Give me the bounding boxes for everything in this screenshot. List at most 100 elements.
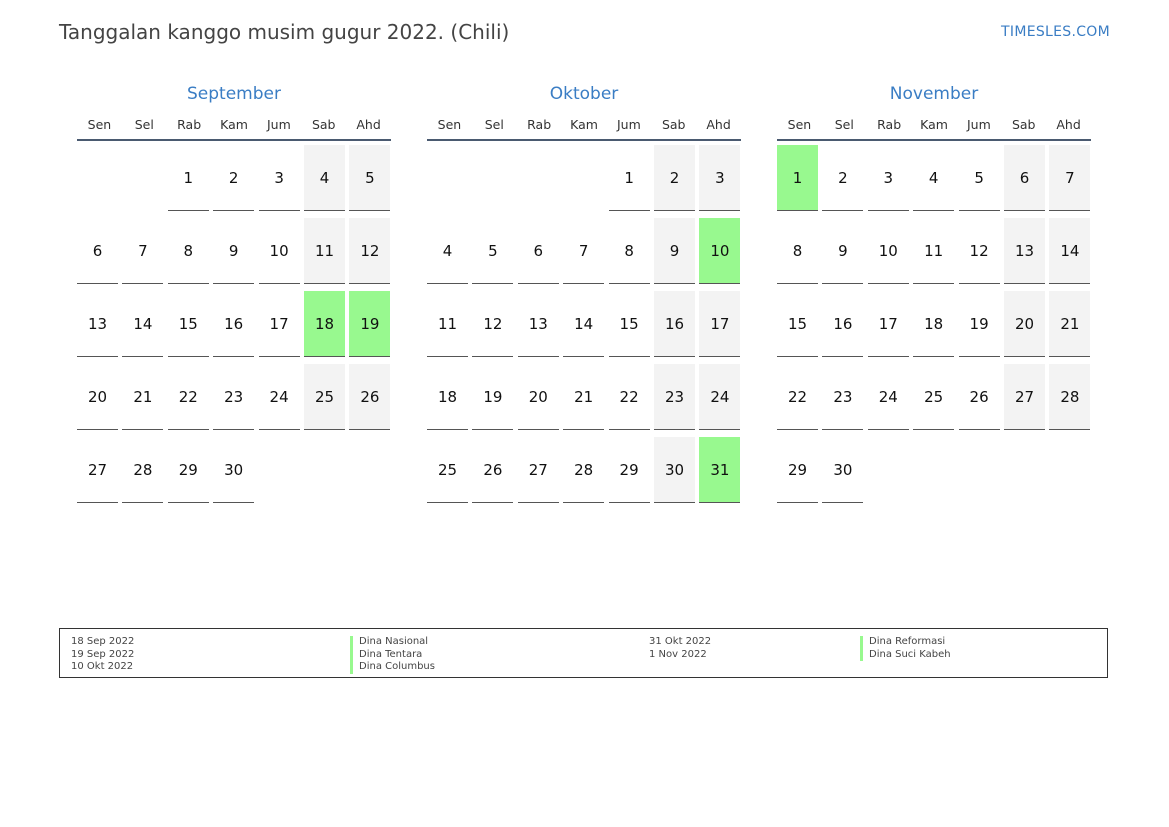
day-cell: 21	[122, 364, 164, 430]
day-cell: 24	[258, 364, 300, 430]
day-cell: 19	[958, 291, 1000, 357]
day-cell: 23	[654, 364, 695, 430]
day-cell: 5	[349, 145, 391, 211]
day-cell: 17	[258, 291, 300, 357]
day-cell: 16	[654, 291, 695, 357]
day-cell: 8	[167, 218, 209, 284]
weekday-header: Sen Sel Rab Kam Jum Sab Ahd	[77, 115, 391, 141]
weekday-label: Ahd	[356, 117, 381, 132]
weekday-label: Kam	[570, 117, 598, 132]
day-cell: 11	[427, 291, 468, 357]
day-cell: 4	[304, 145, 345, 211]
day-cell: 26	[958, 364, 1000, 430]
legend-date: 1 Nov 2022	[649, 648, 707, 660]
legend-holiday-name: Dina Suci Kabeh	[860, 648, 951, 661]
day-cell: 27	[77, 437, 118, 503]
weekday-label: Sel	[134, 117, 154, 132]
day-cell: 26	[349, 364, 391, 430]
day-cell: 21	[563, 364, 605, 430]
day-cell: 6	[77, 218, 118, 284]
weekday-header: Sen Sel Rab Kam Jum Sab Ahd	[427, 115, 741, 141]
weekday-label: Sab	[661, 117, 686, 132]
day-cell: 17	[699, 291, 741, 357]
day-cell: 5	[958, 145, 1000, 211]
day-cell: 15	[167, 291, 209, 357]
day-cell: 1	[167, 145, 209, 211]
day-grid: 1 2 3 4 5 6 7 8 9 10 11 12 13 14 15 16 17 18 19 20 21 22 23 24 2…	[777, 145, 1091, 585]
day-cell: 12	[958, 218, 1000, 284]
day-cell: 14	[563, 291, 605, 357]
holiday-day-cell: 19	[349, 291, 391, 357]
day-cell: 30	[822, 437, 864, 503]
day-cell: 2	[822, 145, 864, 211]
weekday-label: Sen	[87, 117, 112, 132]
day-cell: 10	[258, 218, 300, 284]
day-cell: 3	[699, 145, 741, 211]
month-title: November	[889, 84, 979, 104]
legend-dates-col-1: 18 Sep 2022 19 Sep 2022 10 Okt 2022	[71, 636, 134, 674]
weekday-label: Sen	[787, 117, 812, 132]
brand-link[interactable]: TIMESLES.COM	[1001, 24, 1110, 40]
legend-holiday-name: Dina Nasional	[350, 636, 435, 649]
day-cell: 23	[822, 364, 864, 430]
legend-date: 10 Okt 2022	[71, 661, 134, 672]
day-cell: 7	[122, 218, 164, 284]
holiday-day-cell: 18	[304, 291, 345, 357]
day-cell: 24	[699, 364, 741, 430]
day-cell: 9	[822, 218, 864, 284]
month-title: September	[187, 84, 281, 104]
legend-date: 18 Sep 2022	[71, 636, 135, 647]
day-cell: 11	[913, 218, 955, 284]
weekday-label: Ahd	[1056, 117, 1081, 132]
day-cell: 22	[777, 364, 818, 430]
weekday-label: Sel	[484, 117, 504, 132]
day-cell: 27	[1004, 364, 1045, 430]
weekday-label: Rab	[877, 117, 902, 132]
day-cell: 12	[472, 291, 514, 357]
weekday-label: Kam	[920, 117, 948, 132]
day-cell: 9	[213, 218, 255, 284]
day-cell: 26	[472, 437, 514, 503]
weekday-label: Kam	[220, 117, 248, 132]
day-cell: 25	[304, 364, 345, 430]
day-cell: 18	[427, 364, 468, 430]
day-cell: 15	[608, 291, 650, 357]
day-cell: 27	[517, 437, 559, 503]
holiday-day-cell: 31	[699, 437, 741, 503]
day-cell: 2	[654, 145, 695, 211]
day-cell: 10	[867, 218, 909, 284]
weekday-label: Sab	[1011, 117, 1036, 132]
day-cell: 16	[822, 291, 864, 357]
legend-date: 31 Okt 2022	[649, 636, 712, 647]
day-cell: 28	[1049, 364, 1091, 430]
day-cell: 3	[258, 145, 300, 211]
day-cell: 19	[472, 364, 514, 430]
day-cell: 8	[608, 218, 650, 284]
day-cell: 29	[777, 437, 818, 503]
day-cell: 25	[913, 364, 955, 430]
weekday-label: Sab	[311, 117, 336, 132]
month-november: November Sen Sel Rab Kam Jum Sab Ahd 1 2 3 4 5 6 7 8 9 10…	[777, 82, 1091, 585]
weekday-label: Jum	[266, 117, 291, 132]
weekday-label: Ahd	[706, 117, 731, 132]
holiday-legend: 18 Sep 2022 19 Sep 2022 10 Okt 2022 Dina…	[59, 628, 1108, 678]
day-cell: 28	[563, 437, 605, 503]
month-title: Oktober	[549, 84, 619, 104]
day-cell: 13	[77, 291, 118, 357]
day-grid: 1 2 3 4 5 6 7 8 9 10 11 12 13 14 15 16 17 18 19 20 21 22 23 24 2…	[77, 145, 391, 585]
day-cell: 9	[654, 218, 695, 284]
day-cell: 11	[304, 218, 345, 284]
weekday-label: Sel	[834, 117, 854, 132]
legend-holiday-name: Dina Columbus	[350, 661, 435, 674]
legend-date: 19 Sep 2022	[71, 648, 135, 660]
day-cell: 2	[213, 145, 255, 211]
day-cell: 30	[654, 437, 695, 503]
day-cell: 14	[122, 291, 164, 357]
day-cell: 25	[427, 437, 468, 503]
day-cell: 5	[472, 218, 514, 284]
day-cell: 29	[167, 437, 209, 503]
weekday-label: Sen	[437, 117, 462, 132]
holiday-day-cell: 1	[777, 145, 818, 211]
day-cell: 23	[213, 364, 255, 430]
day-cell: 20	[1004, 291, 1045, 357]
